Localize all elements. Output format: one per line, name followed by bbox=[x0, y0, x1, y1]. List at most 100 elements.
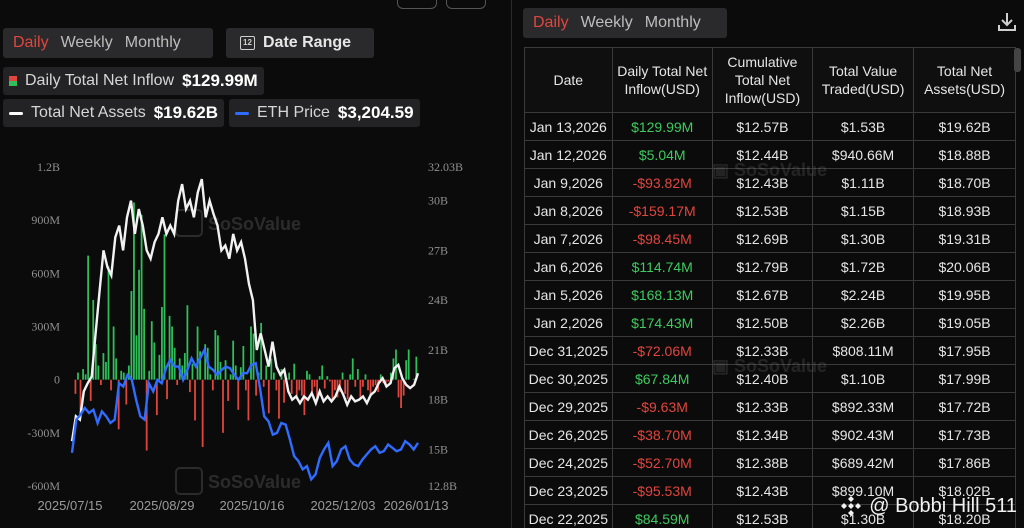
table-row[interactable]: Jan 13,2026 $129.99M $12.57B $1.53B $19.62B bbox=[524, 112, 1016, 141]
table-cell: Dec 30,2025 bbox=[524, 364, 613, 393]
inflow-bar bbox=[356, 369, 359, 380]
legend-assets[interactable]: Total Net Assets $19.62B bbox=[3, 99, 224, 127]
table-row[interactable]: Jan 2,2026 $174.43M $12.50B $2.26B $19.05B bbox=[524, 308, 1016, 337]
download-icon[interactable] bbox=[997, 10, 1017, 34]
inflow-bar bbox=[364, 374, 367, 380]
column-header[interactable]: Cumulative Total Net Inflow(USD) bbox=[711, 47, 814, 113]
table-row[interactable]: Dec 22,2025 $84.59M $12.53B $1.30B $18.20B bbox=[524, 504, 1016, 528]
date-range-button[interactable]: 12 Date Range bbox=[226, 28, 374, 58]
calendar-icon: 12 bbox=[240, 36, 255, 50]
sosovalue-watermark: ▣ SoSoValue bbox=[712, 160, 828, 180]
table-cell: $12.69B bbox=[711, 224, 814, 253]
legend-eth[interactable]: ETH Price $3,204.59 bbox=[229, 99, 420, 127]
table-row[interactable]: Jan 8,2026 -$159.17M $12.53B $1.15B $18.93B bbox=[524, 196, 1016, 225]
table-row[interactable]: Jan 12,2026 $5.04M $12.44B $940.66M $18.88B bbox=[524, 140, 1016, 169]
table-cell: Jan 13,2026 bbox=[524, 112, 613, 141]
y-left-tick-label: -600M bbox=[27, 479, 60, 493]
inflow-bar bbox=[415, 356, 418, 380]
data-table: Date Daily Total Net Inflow(USD) Cumulativ… bbox=[524, 47, 1024, 528]
inflow-bar bbox=[138, 269, 140, 380]
table-cell: $1.15B bbox=[812, 196, 915, 225]
table-cell: $18.20B bbox=[913, 504, 1016, 528]
inflow-bar bbox=[89, 379, 92, 401]
table-cell: Jan 5,2026 bbox=[524, 280, 613, 309]
inflow-bar bbox=[171, 326, 173, 380]
table-cell: Dec 26,2025 bbox=[524, 420, 613, 449]
x-tick-label: 2025/08/29 bbox=[129, 498, 194, 513]
inflow-bar bbox=[145, 379, 148, 451]
column-header[interactable]: Total Net Assets(USD) bbox=[913, 47, 1016, 113]
inflow-bar bbox=[99, 379, 102, 385]
inflow-bar bbox=[346, 379, 349, 400]
table-cell: $18.93B bbox=[913, 196, 1016, 225]
inflow-bar bbox=[181, 365, 184, 380]
legend-inflow[interactable]: Daily Total Net Inflow $129.99M bbox=[3, 67, 264, 95]
top-button-2[interactable] bbox=[446, 0, 486, 9]
table-cell: -$93.82M bbox=[611, 168, 713, 197]
inflow-bar bbox=[283, 379, 285, 403]
table-cell: $12.67B bbox=[711, 280, 814, 309]
tab-daily[interactable]: Daily bbox=[13, 34, 49, 51]
table-cell: -$72.06M bbox=[611, 336, 713, 365]
table-row[interactable]: Jan 6,2026 $114.74M $12.79B $1.72B $20.06B bbox=[524, 252, 1016, 281]
inflow-bar bbox=[143, 308, 146, 380]
inflow-bar bbox=[196, 326, 199, 380]
scrollbar-thumb[interactable] bbox=[1014, 48, 1021, 72]
tab-weekly[interactable]: Weekly bbox=[580, 14, 633, 31]
table-row[interactable]: Dec 31,2025 -$72.06M $12.33B $808.11M $17.95… bbox=[524, 336, 1016, 365]
table-row[interactable]: Dec 30,2025 $67.84M $12.40B $1.10B $17.99B bbox=[524, 364, 1016, 393]
table-row[interactable]: Dec 24,2025 -$52.70M $12.38B $689.42M $17.86… bbox=[524, 448, 1016, 477]
inflow-bar bbox=[82, 369, 84, 380]
table-row[interactable]: Jan 7,2026 -$98.45M $12.69B $1.30B $19.31B bbox=[524, 224, 1016, 253]
y-right-tick-label: 18B bbox=[428, 393, 448, 407]
legend-assets-label: Total Net Assets bbox=[31, 104, 146, 121]
y-right-tick-label: 15B bbox=[428, 443, 448, 457]
table-cell: $19.05B bbox=[913, 308, 1016, 337]
inflow-bar bbox=[194, 379, 196, 421]
inflow-bar bbox=[150, 321, 153, 380]
table-cell: $174.43M bbox=[611, 308, 713, 337]
series-line-eth-price bbox=[70, 346, 420, 482]
inflow-bar bbox=[112, 326, 115, 380]
table-row[interactable]: Dec 26,2025 -$38.70M $12.34B $902.43M $17.73… bbox=[524, 420, 1016, 449]
inflow-bar bbox=[173, 347, 176, 380]
column-header[interactable]: Total Value Traded(USD) bbox=[812, 47, 915, 113]
table-row[interactable]: Dec 29,2025 -$9.63M $12.33B $892.33M $17.72B bbox=[524, 392, 1016, 421]
inflow-bar bbox=[227, 379, 229, 401]
legend-eth-value: $3,204.59 bbox=[337, 103, 414, 122]
tab-monthly[interactable]: Monthly bbox=[644, 14, 701, 31]
table-cell: $12.50B bbox=[711, 308, 814, 337]
table-cell: $12.57B bbox=[711, 112, 814, 141]
tab-daily[interactable]: Daily bbox=[533, 14, 569, 31]
date-range-label: Date Range bbox=[263, 34, 352, 51]
inflow-bar bbox=[344, 379, 346, 394]
inflow-bar bbox=[354, 379, 357, 387]
y-right-tick-label: 12.8B bbox=[428, 479, 457, 493]
column-header[interactable]: Date bbox=[524, 47, 613, 113]
table-cell: -$9.63M bbox=[611, 392, 713, 421]
line-swatch-icon bbox=[9, 111, 23, 115]
table-cell: Jan 8,2026 bbox=[524, 196, 613, 225]
table-cell: $1.11B bbox=[812, 168, 915, 197]
inflow-bar bbox=[326, 376, 329, 380]
inflow-bar bbox=[397, 379, 400, 398]
inflow-bar bbox=[328, 379, 331, 382]
table-cell: $17.73B bbox=[913, 420, 1016, 449]
inflow-bar bbox=[163, 234, 166, 380]
table-cell: $12.53B bbox=[711, 196, 814, 225]
inflow-bar bbox=[245, 379, 247, 391]
top-button-1[interactable] bbox=[397, 0, 437, 9]
x-tick-label: 2025/07/15 bbox=[37, 498, 102, 513]
inflow-chart: SoSoValue SoSoValue 1.2B 900M 600M 300M 0 -30… bbox=[27, 160, 463, 513]
inflow-bar bbox=[84, 374, 87, 380]
table-row[interactable]: Jan 5,2026 $168.13M $12.67B $2.24B $19.95B bbox=[524, 280, 1016, 309]
chart-panel: Daily Weekly Monthly 12 Date Range Daily… bbox=[0, 0, 510, 528]
inflow-bar bbox=[349, 374, 352, 380]
tab-weekly[interactable]: Weekly bbox=[60, 34, 113, 51]
table-cell: Jan 9,2026 bbox=[524, 168, 613, 197]
tab-monthly[interactable]: Monthly bbox=[124, 34, 181, 51]
column-header[interactable]: Daily Total Net Inflow(USD) bbox=[611, 47, 713, 113]
table-cell: $12.33B bbox=[711, 392, 814, 421]
inflow-bar bbox=[211, 379, 214, 391]
table-row[interactable]: Dec 23,2025 -$95.53M $12.43B $899.10M $18.02… bbox=[524, 476, 1016, 505]
